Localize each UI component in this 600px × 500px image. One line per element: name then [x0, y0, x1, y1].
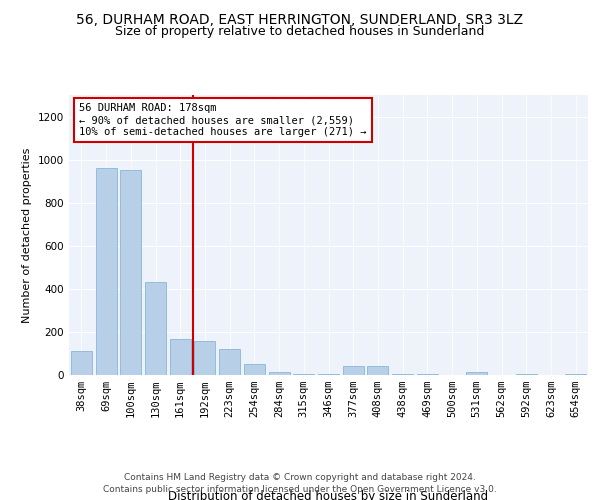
Bar	[367, 366, 388, 375]
Bar	[95, 168, 116, 375]
Bar	[466, 372, 487, 375]
Bar	[71, 352, 92, 375]
Text: Size of property relative to detached houses in Sunderland: Size of property relative to detached ho…	[115, 25, 485, 38]
Bar	[120, 170, 141, 375]
Bar	[194, 340, 215, 375]
Bar	[269, 372, 290, 375]
Bar	[318, 374, 339, 375]
Bar	[516, 374, 537, 375]
Bar	[343, 366, 364, 375]
Y-axis label: Number of detached properties: Number of detached properties	[22, 148, 32, 322]
Bar	[145, 282, 166, 375]
X-axis label: Distribution of detached houses by size in Sunderland: Distribution of detached houses by size …	[169, 490, 488, 500]
Bar	[293, 374, 314, 375]
Text: 56 DURHAM ROAD: 178sqm
← 90% of detached houses are smaller (2,559)
10% of semi-: 56 DURHAM ROAD: 178sqm ← 90% of detached…	[79, 104, 367, 136]
Text: Contains HM Land Registry data © Crown copyright and database right 2024.: Contains HM Land Registry data © Crown c…	[124, 472, 476, 482]
Bar	[244, 364, 265, 375]
Bar	[392, 374, 413, 375]
Bar	[170, 340, 191, 375]
Bar	[219, 349, 240, 375]
Text: 56, DURHAM ROAD, EAST HERRINGTON, SUNDERLAND, SR3 3LZ: 56, DURHAM ROAD, EAST HERRINGTON, SUNDER…	[76, 12, 524, 26]
Bar	[417, 374, 438, 375]
Text: Contains public sector information licensed under the Open Government Licence v3: Contains public sector information licen…	[103, 485, 497, 494]
Bar	[565, 374, 586, 375]
